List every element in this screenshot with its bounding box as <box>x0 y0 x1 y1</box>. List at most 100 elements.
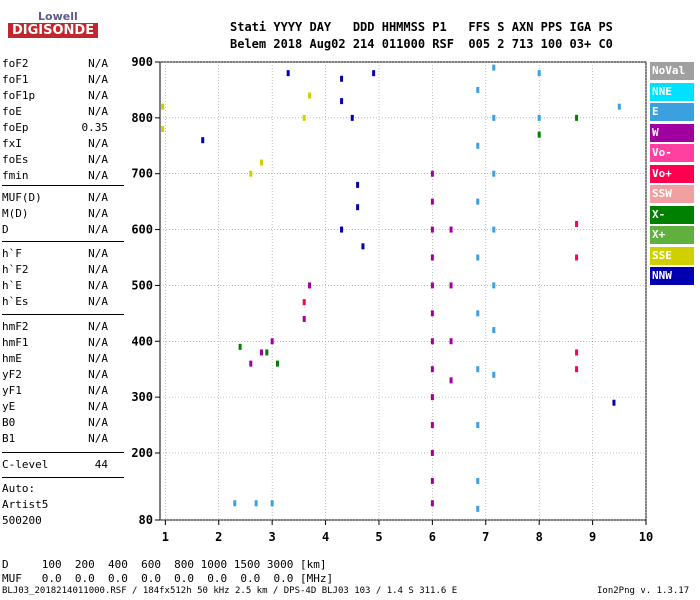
data-point-w <box>259 349 263 356</box>
data-point-w <box>430 338 434 345</box>
data-point-e <box>476 198 480 205</box>
data-point-x- <box>275 360 279 367</box>
param-value: N/A <box>88 384 108 397</box>
data-point-w <box>430 226 434 233</box>
param-value: N/A <box>88 105 108 118</box>
data-point-e <box>492 327 496 334</box>
data-point-w <box>430 500 434 507</box>
logo-lowell: Lowell <box>38 10 78 23</box>
param-row-yf2: yF2 N/A <box>2 368 108 382</box>
separator <box>2 452 124 453</box>
data-point-w <box>430 422 434 429</box>
param-name: B1 <box>2 432 16 445</box>
data-point-e <box>476 422 480 429</box>
param-name: C-level <box>2 458 49 471</box>
data-point-nnw <box>201 137 205 144</box>
param-name: hmF1 <box>2 336 29 349</box>
param-value: N/A <box>88 368 108 381</box>
param-row-ye: yE N/A <box>2 400 108 414</box>
footer-d-row: D 100 200 400 600 800 1000 1500 3000 [km… <box>2 558 327 571</box>
auto-label: Auto: <box>2 482 36 495</box>
data-point-e <box>617 103 621 110</box>
header-line2: Belem 2018 Aug02 214 011000 RSF 005 2 71… <box>230 37 613 51</box>
data-point-x- <box>265 349 269 356</box>
data-point-sse <box>249 170 253 177</box>
y-tick-label: 600 <box>131 223 153 237</box>
param-value: N/A <box>88 137 108 150</box>
data-point-nnw <box>286 70 290 77</box>
x-tick-label: 5 <box>375 530 382 544</box>
param-value: N/A <box>88 336 108 349</box>
data-point-x- <box>537 131 541 138</box>
data-point-w <box>430 310 434 317</box>
data-point-e <box>492 226 496 233</box>
param-row-hmf1: hmF1 N/A <box>2 336 108 350</box>
data-point-sse <box>161 126 165 133</box>
data-point-nnw <box>350 114 354 121</box>
footer-muf-row: MUF 0.0 0.0 0.0 0.0 0.0 0.0 0.0 0.0 [MHz… <box>2 572 334 585</box>
x-tick-label: 8 <box>536 530 543 544</box>
param-row-h-f: h`F N/A <box>2 247 108 261</box>
x-tick-label: 9 <box>589 530 596 544</box>
data-point-w <box>430 198 434 205</box>
param-row-b1: B1 N/A <box>2 432 108 446</box>
param-value: N/A <box>88 432 108 445</box>
data-point-w <box>430 170 434 177</box>
param-name: foE <box>2 105 22 118</box>
data-point-vo- <box>575 254 579 261</box>
data-point-w <box>302 315 306 322</box>
data-point-w <box>449 338 453 345</box>
param-value: N/A <box>88 416 108 429</box>
param-row-foes: foEs N/A <box>2 153 108 167</box>
data-point-vo- <box>302 299 306 306</box>
param-row-fmin: fmin N/A <box>2 169 108 183</box>
param-value: N/A <box>88 295 108 308</box>
param-row-fof1p: foF1p N/A <box>2 89 108 103</box>
param-name: hmE <box>2 352 22 365</box>
data-point-sse <box>259 159 263 166</box>
x-tick-label: 3 <box>269 530 276 544</box>
x-tick-label: 2 <box>215 530 222 544</box>
logo-digisonde: DIGISONDE <box>8 23 99 38</box>
param-name: yF2 <box>2 368 22 381</box>
parameter-panel: foF2 N/A foF1 N/A foF1p N/A foE N/A foEp 0.35 fxI N… <box>2 0 126 540</box>
auto-code: 500200 <box>2 514 42 527</box>
data-point-e <box>476 86 480 93</box>
param-row-fof1: foF1 N/A <box>2 73 108 87</box>
param-value: N/A <box>88 89 108 102</box>
y-tick-label: 700 <box>131 167 153 181</box>
param-row-d: D N/A <box>2 223 108 237</box>
param-row-h-f2: h`F2 N/A <box>2 263 108 277</box>
legend-item-w: W <box>650 123 694 142</box>
param-name: MUF(D) <box>2 191 42 204</box>
data-point-e <box>476 310 480 317</box>
x-tick-label: 6 <box>429 530 436 544</box>
param-row-c-level: C-level 44 <box>2 458 108 472</box>
param-row-foe: foE N/A <box>2 105 108 119</box>
data-point-vo- <box>575 220 579 227</box>
param-value: N/A <box>88 400 108 413</box>
data-point-w <box>449 377 453 384</box>
y-tick-label: 400 <box>131 334 153 348</box>
data-point-nnw <box>361 243 365 250</box>
param-value: N/A <box>88 279 108 292</box>
data-point-e <box>476 505 480 512</box>
legend-item-e: E <box>650 103 694 121</box>
param-row-b0: B0 N/A <box>2 416 108 430</box>
param-value: 44 <box>94 458 108 471</box>
data-point-e <box>270 500 274 507</box>
param-name: h`E <box>2 279 22 292</box>
data-point-sse <box>308 92 312 99</box>
param-name: foF2 <box>2 57 29 70</box>
param-value: N/A <box>88 153 108 166</box>
data-point-e <box>476 254 480 261</box>
param-value: N/A <box>88 169 108 182</box>
param-name: D <box>2 223 9 236</box>
param-row-hmf2: hmF2 N/A <box>2 320 108 334</box>
data-point-e <box>492 114 496 121</box>
legend-item-vo-: Vo+ <box>650 164 694 183</box>
data-point-x- <box>238 343 242 350</box>
data-point-vo- <box>575 366 579 373</box>
legend-item-vo-: Vo- <box>650 144 694 162</box>
param-name: foEp <box>2 121 29 134</box>
